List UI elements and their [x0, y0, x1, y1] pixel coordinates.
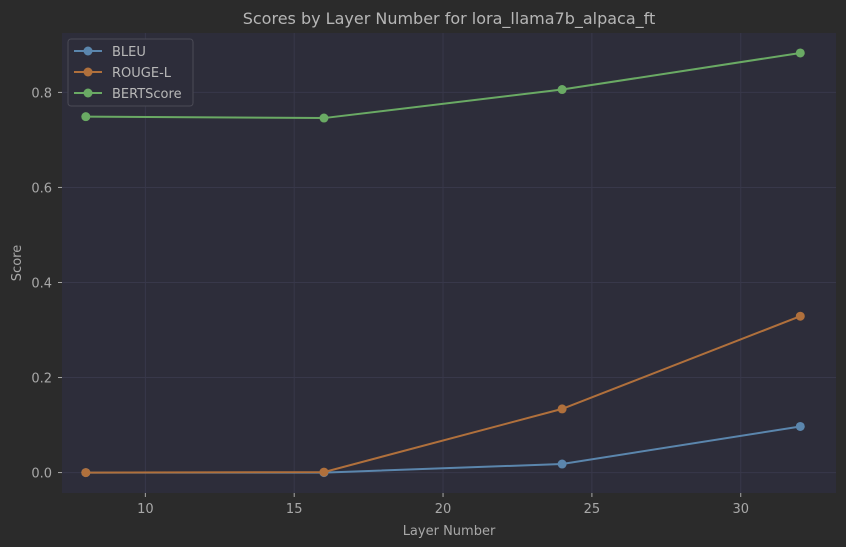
series-group	[81, 48, 805, 478]
legend-box	[67, 38, 194, 107]
y-tick-label: 0.4	[31, 276, 52, 291]
x-axis: 10 15 20 25 30	[137, 493, 749, 517]
y-axis: 0.0 0.2 0.4 0.6 0.8	[31, 86, 62, 482]
legend-marker-bertscore	[83, 88, 93, 98]
legend-marker-rouge-l	[83, 67, 93, 77]
data-point-rouge-l	[557, 404, 567, 414]
chart-title: Scores by Layer Number for lora_llama7b_…	[243, 9, 656, 29]
x-tick-label: 30	[732, 502, 749, 517]
y-tick-label: 0.8	[31, 86, 52, 101]
y-axis-label: Score	[10, 245, 25, 281]
legend-marker-bleu	[83, 46, 93, 56]
y-tick-label: 0.0	[31, 467, 52, 482]
x-tick-label: 20	[435, 502, 452, 517]
legend: BLEU ROUGE-L BERTScore	[67, 38, 194, 107]
x-tick-label: 15	[286, 502, 303, 517]
x-tick-label: 10	[137, 502, 154, 517]
data-point-rouge-l	[319, 467, 329, 477]
data-point-bertscore	[81, 112, 91, 122]
legend-label-bertscore: BERTScore	[112, 87, 182, 102]
grid	[62, 33, 836, 493]
data-point-bleu	[557, 459, 567, 469]
series-line-rouge-l	[85, 315, 801, 474]
series-line-bertscore	[85, 51, 801, 120]
x-axis-label: Layer Number	[403, 524, 496, 539]
data-point-rouge-l	[81, 468, 91, 478]
data-point-bertscore	[557, 85, 567, 95]
legend-label-bleu: BLEU	[112, 45, 146, 60]
y-tick-label: 0.2	[31, 372, 52, 387]
data-point-bertscore	[319, 113, 329, 123]
x-tick-label: 25	[584, 502, 601, 517]
data-point-rouge-l	[795, 311, 805, 321]
data-point-bleu	[795, 421, 805, 431]
y-tick-label: 0.6	[31, 181, 52, 196]
data-point-bertscore	[795, 48, 805, 58]
plot-area	[62, 33, 836, 493]
legend-label-rouge-l: ROUGE-L	[112, 66, 172, 81]
